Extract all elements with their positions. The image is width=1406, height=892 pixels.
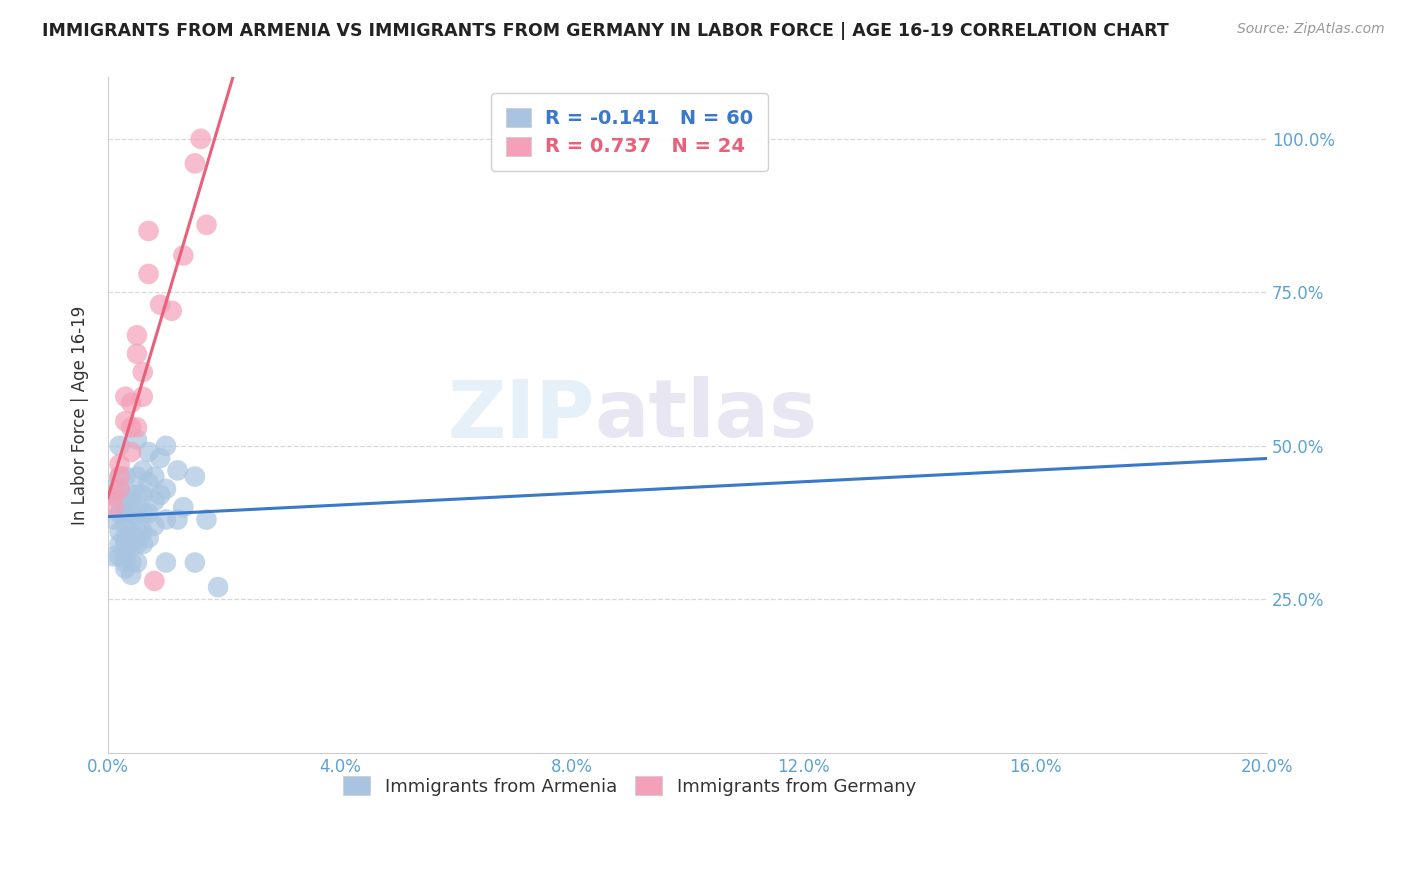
Point [108, 469, 131, 483]
Point [143, 574, 166, 588]
Point [125, 328, 148, 343]
Point [108, 457, 131, 471]
Point [97, 488, 120, 502]
Point [114, 549, 136, 564]
Point [184, 469, 207, 483]
Point [120, 556, 142, 570]
Point [120, 396, 142, 410]
Y-axis label: In Labor Force | Age 16-19: In Labor Force | Age 16-19 [72, 306, 89, 524]
Point [149, 298, 172, 312]
Point [184, 556, 207, 570]
Point [108, 469, 131, 483]
Point [108, 482, 131, 496]
Text: ZIP: ZIP [447, 376, 595, 454]
Point [138, 224, 160, 238]
Point [155, 439, 177, 453]
Point [138, 531, 160, 545]
Point [155, 512, 177, 526]
Point [108, 537, 131, 551]
Point [143, 518, 166, 533]
Text: Source: ZipAtlas.com: Source: ZipAtlas.com [1237, 22, 1385, 37]
Point [184, 156, 207, 170]
Point [120, 420, 142, 434]
Point [138, 475, 160, 490]
Text: atlas: atlas [595, 376, 818, 454]
Point [108, 524, 131, 539]
Point [207, 580, 229, 594]
Point [132, 524, 155, 539]
Point [149, 488, 172, 502]
Point [172, 248, 194, 262]
Point [120, 445, 142, 459]
Point [125, 347, 148, 361]
Point [155, 482, 177, 496]
Point [114, 414, 136, 428]
Point [114, 518, 136, 533]
Point [125, 469, 148, 483]
Point [132, 365, 155, 379]
Point [138, 507, 160, 521]
Point [120, 524, 142, 539]
Point [195, 512, 218, 526]
Point [108, 482, 131, 496]
Point [125, 420, 148, 434]
Point [103, 512, 125, 526]
Point [172, 500, 194, 515]
Point [103, 500, 125, 515]
Point [114, 556, 136, 570]
Point [132, 507, 155, 521]
Point [166, 512, 188, 526]
Point [160, 303, 183, 318]
Point [149, 451, 172, 466]
Point [108, 507, 131, 521]
Point [138, 267, 160, 281]
Point [125, 488, 148, 502]
Point [166, 463, 188, 477]
Point [114, 543, 136, 558]
Text: IMMIGRANTS FROM ARMENIA VS IMMIGRANTS FROM GERMANY IN LABOR FORCE | AGE 16-19 CO: IMMIGRANTS FROM ARMENIA VS IMMIGRANTS FR… [42, 22, 1168, 40]
Point [195, 218, 218, 232]
Point [125, 556, 148, 570]
Point [143, 494, 166, 508]
Point [155, 556, 177, 570]
Point [132, 537, 155, 551]
Point [114, 531, 136, 545]
Point [190, 132, 212, 146]
Point [120, 567, 142, 582]
Point [108, 549, 131, 564]
Point [108, 494, 131, 508]
Point [114, 561, 136, 575]
Point [114, 390, 136, 404]
Point [120, 488, 142, 502]
Point [138, 445, 160, 459]
Point [125, 507, 148, 521]
Point [125, 537, 148, 551]
Point [114, 469, 136, 483]
Point [125, 524, 148, 539]
Point [132, 390, 155, 404]
Point [125, 433, 148, 447]
Legend: Immigrants from Armenia, Immigrants from Germany: Immigrants from Armenia, Immigrants from… [335, 767, 925, 805]
Point [143, 469, 166, 483]
Point [108, 439, 131, 453]
Point [114, 537, 136, 551]
Point [132, 488, 155, 502]
Point [103, 549, 125, 564]
Point [132, 463, 155, 477]
Point [103, 488, 125, 502]
Point [114, 507, 136, 521]
Point [103, 482, 125, 496]
Point [114, 494, 136, 508]
Point [120, 507, 142, 521]
Point [120, 537, 142, 551]
